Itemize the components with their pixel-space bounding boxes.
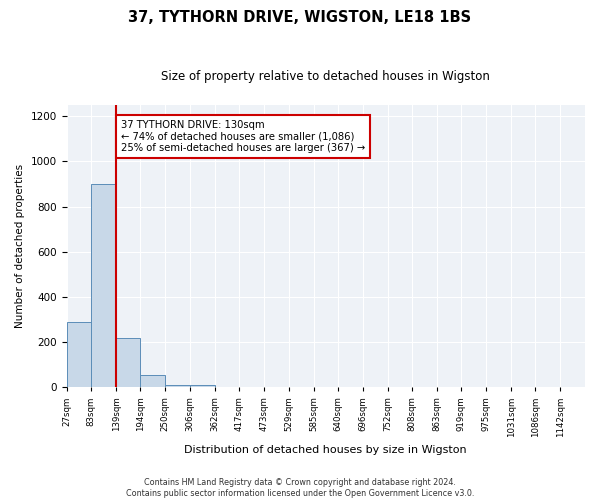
Bar bbox=[165, 385, 190, 388]
Text: Contains HM Land Registry data © Crown copyright and database right 2024.
Contai: Contains HM Land Registry data © Crown c… bbox=[126, 478, 474, 498]
Text: 37, TYTHORN DRIVE, WIGSTON, LE18 1BS: 37, TYTHORN DRIVE, WIGSTON, LE18 1BS bbox=[128, 10, 472, 25]
Title: Size of property relative to detached houses in Wigston: Size of property relative to detached ho… bbox=[161, 70, 490, 83]
X-axis label: Distribution of detached houses by size in Wigston: Distribution of detached houses by size … bbox=[184, 445, 467, 455]
Text: 37 TYTHORN DRIVE: 130sqm
← 74% of detached houses are smaller (1,086)
25% of sem: 37 TYTHORN DRIVE: 130sqm ← 74% of detach… bbox=[121, 120, 365, 153]
Bar bbox=[67, 322, 91, 388]
Y-axis label: Number of detached properties: Number of detached properties bbox=[15, 164, 25, 328]
Bar bbox=[116, 338, 140, 388]
Bar bbox=[190, 384, 215, 388]
Bar bbox=[91, 184, 116, 388]
Bar bbox=[140, 375, 165, 388]
